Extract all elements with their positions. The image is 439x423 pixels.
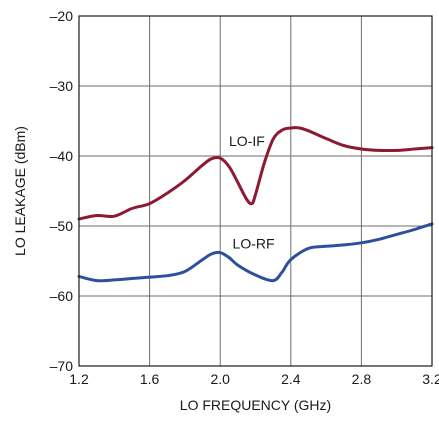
y-tick-label: –50 [50, 218, 74, 234]
series-line-lo-rf [77, 222, 434, 283]
series-layer [77, 126, 434, 283]
x-tick-label: 1.2 [69, 371, 89, 387]
x-tick-label: 3.2 [422, 371, 439, 387]
y-tick-label: –60 [50, 288, 74, 304]
series-line-lo-if [77, 126, 434, 221]
y-tick-label: –20 [50, 8, 74, 24]
x-tick-label: 1.6 [140, 371, 160, 387]
y-tick-label: –30 [50, 78, 74, 94]
series-label-lo-rf: LO-RF [233, 235, 275, 251]
x-axis-title: LO FREQUENCY (GHz) [180, 397, 331, 413]
y-tick-labels: –20 –30 –40 –50 –60 –70 [50, 8, 74, 374]
x-tick-label: 2.8 [352, 371, 372, 387]
plot-frame [78, 15, 433, 367]
series-label-lo-if: LO-IF [229, 133, 265, 149]
x-tick-label: 2.0 [210, 371, 230, 387]
y-axis-title: LO LEAKAGE (dBm) [12, 126, 28, 256]
x-tick-labels: 1.2 1.6 2.0 2.4 2.8 3.2 [69, 371, 439, 387]
y-tick-label: –70 [50, 358, 74, 374]
y-tick-label: –40 [50, 148, 74, 164]
x-tick-label: 2.4 [281, 371, 301, 387]
